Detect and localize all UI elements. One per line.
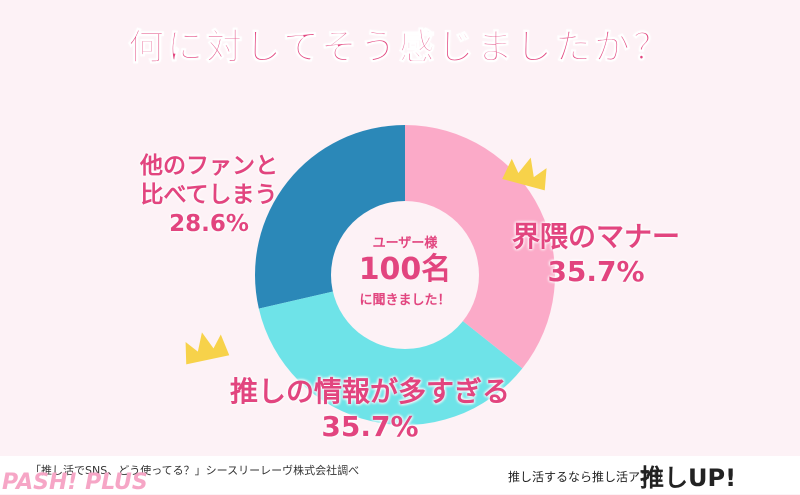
label-name: 他のファンと	[140, 153, 278, 179]
center-count: 100名	[358, 252, 452, 287]
center-text: ユーザー様 100名 に聞きました！	[330, 232, 480, 308]
label-pct: 35.7%	[321, 410, 419, 443]
pash-plus-logo: PASH! PLUS	[2, 470, 148, 495]
label-pct: 28.6%	[169, 211, 249, 237]
donut-slice-0	[405, 125, 555, 369]
center-bottom: に聞きました！	[359, 293, 451, 308]
label-compare: 他のファンと 比べてしまう 28.6%	[140, 152, 278, 239]
label-name: 界隈のマナー	[512, 220, 681, 253]
oshiup-logo: 推しUP!	[640, 464, 737, 492]
donut-hole	[331, 201, 479, 349]
label-pct: 35.7%	[547, 255, 645, 288]
footer: 「推し活でSNS、どう使ってる？」シースリーレーヴ株式会社調べ PASH! PL…	[0, 456, 800, 495]
source-note: 「推し活でSNS、どう使ってる？」シースリーレーヴ株式会社調べ	[30, 464, 360, 477]
chart-title: 何に対してそう感じましたか？	[128, 27, 672, 69]
label-info: 推しの情報が多すぎる 35.7%	[200, 370, 540, 443]
center-top: ユーザー様	[372, 236, 438, 251]
label-manner: 界隈のマナー 35.7%	[512, 215, 680, 288]
label-name: 比べてしまう	[140, 182, 278, 208]
donut-slice-1	[258, 275, 523, 425]
tagline: 推し活するなら推し活アプリ	[508, 470, 665, 484]
crown-icon	[185, 332, 230, 365]
crown-icon	[502, 157, 547, 191]
label-name: 推しの情報が多すぎる	[229, 375, 510, 408]
